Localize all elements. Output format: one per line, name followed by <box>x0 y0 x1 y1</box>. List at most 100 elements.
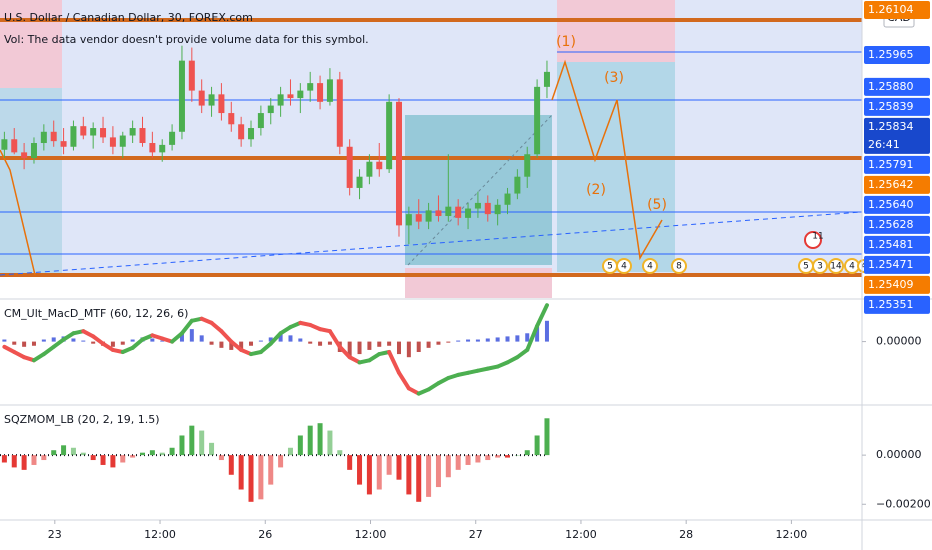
macd-histogram-bar <box>258 340 263 342</box>
price-label: 1.25471 <box>868 258 914 271</box>
stop-zone <box>0 0 62 88</box>
momentum-bar <box>258 455 264 500</box>
price-label-box <box>864 275 930 294</box>
macd-histogram-bar <box>81 340 86 342</box>
price-label: 1.26104 <box>868 3 914 16</box>
candle-body <box>139 128 146 144</box>
macd-histogram-bar <box>426 341 431 348</box>
candle-body <box>70 126 77 147</box>
price-label: 1.25409 <box>868 278 914 291</box>
macd-line <box>229 339 244 352</box>
event-count: 4 <box>647 262 653 272</box>
candle-body <box>119 135 126 147</box>
macd-histogram-bar <box>150 338 155 342</box>
event-count: 11 <box>812 232 823 242</box>
price-label: 1.25880 <box>868 80 914 93</box>
momentum-bar <box>406 455 412 495</box>
price-label-box <box>864 77 930 96</box>
candle-body <box>435 210 442 217</box>
macd-histogram-bar <box>485 338 490 342</box>
event-badge[interactable] <box>812 258 828 274</box>
macd-histogram-bar <box>110 341 115 347</box>
macd-line <box>219 329 234 344</box>
price-label: 1.25642 <box>868 178 914 191</box>
candle-body <box>90 128 97 136</box>
x-tick-label: 26 <box>258 528 272 541</box>
macd-histogram-bar <box>298 338 303 342</box>
price-label-box <box>864 255 930 274</box>
macd-line <box>179 318 194 336</box>
momentum-bar <box>445 455 451 478</box>
momentum-bar <box>139 452 145 456</box>
y-tick-label: 0.00000 <box>876 335 922 348</box>
momentum-bar <box>51 450 57 456</box>
macd-histogram-bar <box>535 327 540 342</box>
macd-histogram-bar <box>416 341 421 352</box>
y-tick-label: −0.00200 <box>876 497 931 510</box>
macd-line <box>91 334 106 346</box>
stop-zone <box>557 0 675 62</box>
candle-body <box>1 139 8 150</box>
event-badge[interactable] <box>828 258 844 274</box>
momentum-bar <box>435 455 441 488</box>
price-label-box <box>864 1 930 19</box>
candle-body <box>169 131 176 145</box>
macd-histogram-bar <box>179 333 184 342</box>
trend-line <box>0 211 863 276</box>
macd-histogram-bar <box>544 320 549 342</box>
macd-line <box>337 344 352 360</box>
candle-body <box>297 90 304 99</box>
wave-label: (3) <box>604 70 624 86</box>
event-badge[interactable] <box>616 258 632 274</box>
price-label-box <box>864 175 930 194</box>
event-count: 5 <box>607 262 613 272</box>
momentum-bar <box>544 418 550 456</box>
candle-body <box>228 113 235 125</box>
macd-histogram-bar <box>130 339 135 342</box>
candle-body <box>494 204 501 215</box>
macd-histogram-bar <box>120 341 125 345</box>
price-label: 1.25640 <box>868 198 914 211</box>
macd-histogram-bar <box>456 340 461 342</box>
macd-histogram-bar <box>327 341 332 345</box>
macd-histogram-bar <box>525 333 530 342</box>
macd-histogram-bar <box>347 341 352 357</box>
event-badge[interactable] <box>642 258 658 274</box>
candle-body <box>11 139 18 153</box>
momentum-bar <box>110 455 116 468</box>
macd-line <box>258 341 273 354</box>
candle-body <box>159 144 166 153</box>
x-tick-label: 12:00 <box>565 528 597 541</box>
price-label-box <box>864 215 930 234</box>
candle-body <box>100 128 107 138</box>
momentum-bar <box>179 435 185 456</box>
candle-body <box>248 128 255 140</box>
event-count: 5 <box>803 262 809 272</box>
macd-histogram-bar <box>495 337 500 342</box>
event-count: 14 <box>830 262 842 272</box>
pane-title: CM_Ult_MacD_MTF (60, 12, 26, 6) <box>4 307 188 320</box>
momentum-bar <box>90 455 96 461</box>
candle-body <box>257 113 264 129</box>
macd-histogram-bar <box>71 338 76 342</box>
event-badge[interactable] <box>804 231 822 249</box>
price-label: 1.25834 <box>868 120 914 133</box>
candle-body <box>346 146 353 188</box>
macd-histogram-bar <box>515 335 520 342</box>
x-tick-label: 27 <box>469 528 483 541</box>
momentum-bar <box>248 455 254 502</box>
target-zone <box>0 88 62 275</box>
target-zone <box>557 62 675 272</box>
macd-histogram-bar <box>288 335 293 342</box>
event-badge[interactable] <box>671 258 687 274</box>
price-label-box <box>864 46 930 65</box>
momentum-bar <box>357 455 363 485</box>
price-label-box <box>864 155 930 174</box>
candle-body <box>543 71 550 87</box>
macd-histogram-bar <box>2 339 7 342</box>
momentum-bar <box>218 455 224 461</box>
macd-histogram-bar <box>406 341 411 358</box>
macd-line <box>387 350 401 375</box>
candle-body <box>425 210 432 222</box>
